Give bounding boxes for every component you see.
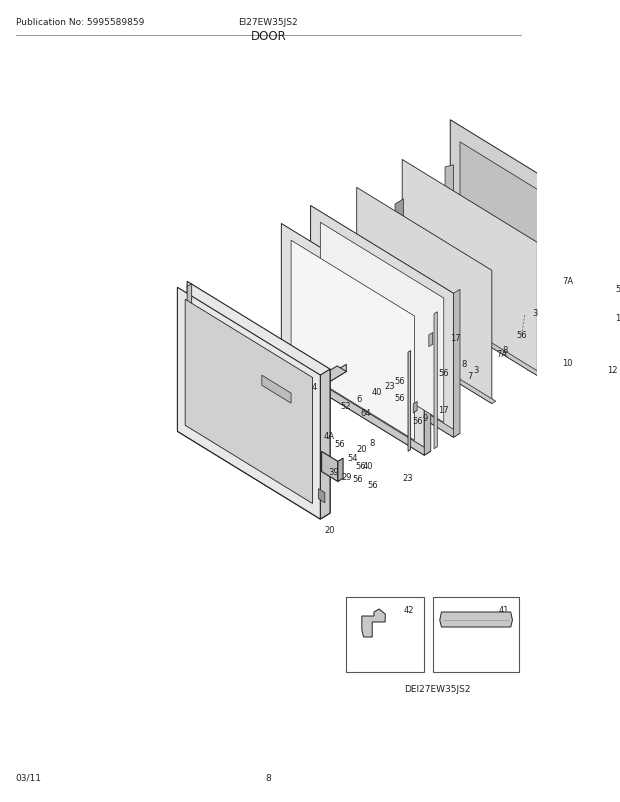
Text: 56: 56 — [352, 475, 363, 484]
Text: 29: 29 — [342, 472, 352, 481]
Text: 40: 40 — [371, 387, 382, 396]
Text: 40: 40 — [363, 461, 373, 470]
Text: 7: 7 — [467, 371, 472, 381]
Text: 56: 56 — [412, 417, 423, 426]
Text: 23: 23 — [384, 381, 395, 390]
Polygon shape — [440, 612, 513, 627]
Polygon shape — [402, 160, 538, 376]
Text: 4A: 4A — [324, 431, 335, 440]
Text: 56: 56 — [367, 480, 378, 490]
Text: 17: 17 — [450, 334, 461, 342]
Text: 8: 8 — [461, 359, 466, 368]
Text: 17: 17 — [438, 405, 449, 415]
Text: 39: 39 — [329, 467, 339, 476]
Bar — [346, 597, 424, 672]
Text: 23: 23 — [403, 473, 414, 483]
Polygon shape — [322, 452, 338, 482]
Polygon shape — [321, 367, 347, 382]
Text: 56: 56 — [356, 461, 366, 470]
Polygon shape — [450, 120, 593, 352]
Text: 7A: 7A — [562, 277, 574, 286]
Polygon shape — [319, 489, 325, 503]
Polygon shape — [453, 290, 460, 438]
Text: 4: 4 — [312, 383, 317, 391]
Polygon shape — [413, 402, 417, 413]
Text: 42: 42 — [403, 606, 414, 614]
Text: 03/11: 03/11 — [16, 773, 42, 782]
Polygon shape — [187, 282, 330, 513]
Polygon shape — [408, 351, 410, 452]
Polygon shape — [177, 426, 330, 520]
Text: 56: 56 — [516, 330, 527, 339]
Text: EI27EW35JS2: EI27EW35JS2 — [239, 18, 298, 27]
Polygon shape — [330, 365, 347, 382]
Text: 9: 9 — [422, 414, 427, 423]
Text: 52: 52 — [340, 402, 351, 411]
Polygon shape — [321, 370, 330, 520]
Polygon shape — [395, 200, 404, 248]
Text: 8: 8 — [369, 438, 374, 448]
Text: DOOR: DOOR — [250, 30, 286, 43]
Text: Publication No: 5995589859: Publication No: 5995589859 — [16, 18, 144, 27]
Polygon shape — [177, 288, 321, 520]
Text: 56: 56 — [395, 376, 405, 386]
Polygon shape — [450, 260, 601, 352]
Polygon shape — [311, 206, 453, 438]
Polygon shape — [356, 318, 496, 404]
Text: 7A: 7A — [497, 349, 508, 358]
Text: 56: 56 — [438, 369, 449, 378]
Bar — [433, 597, 520, 672]
Text: 10: 10 — [562, 358, 572, 367]
Polygon shape — [281, 224, 424, 456]
Text: 8: 8 — [265, 773, 271, 782]
Polygon shape — [291, 241, 415, 440]
Polygon shape — [445, 166, 453, 223]
Polygon shape — [356, 188, 492, 404]
Polygon shape — [321, 223, 444, 423]
Text: 54: 54 — [347, 454, 358, 463]
Polygon shape — [281, 364, 431, 456]
Polygon shape — [593, 204, 601, 352]
Polygon shape — [429, 333, 433, 347]
Text: 56: 56 — [334, 439, 345, 448]
Polygon shape — [424, 308, 431, 456]
Text: 8: 8 — [502, 346, 508, 354]
Polygon shape — [362, 610, 385, 638]
Polygon shape — [262, 375, 291, 403]
Polygon shape — [185, 300, 312, 504]
Text: 41: 41 — [498, 606, 509, 614]
Polygon shape — [187, 284, 192, 413]
Text: 56: 56 — [615, 285, 620, 294]
Text: 20: 20 — [356, 444, 367, 453]
Polygon shape — [590, 249, 598, 307]
Text: 56: 56 — [395, 394, 405, 403]
Polygon shape — [321, 369, 330, 382]
Polygon shape — [434, 312, 437, 449]
Text: 3: 3 — [474, 366, 479, 375]
Polygon shape — [402, 291, 541, 376]
Text: 3: 3 — [533, 309, 538, 318]
Text: 6: 6 — [356, 395, 362, 403]
Text: 64: 64 — [360, 408, 371, 417]
Text: 20: 20 — [324, 525, 335, 535]
Polygon shape — [311, 346, 460, 438]
Text: 12: 12 — [608, 366, 618, 375]
Polygon shape — [460, 143, 583, 330]
Text: 10: 10 — [615, 314, 620, 322]
Text: DEI27EW35JS2: DEI27EW35JS2 — [404, 684, 471, 693]
Polygon shape — [338, 459, 343, 482]
